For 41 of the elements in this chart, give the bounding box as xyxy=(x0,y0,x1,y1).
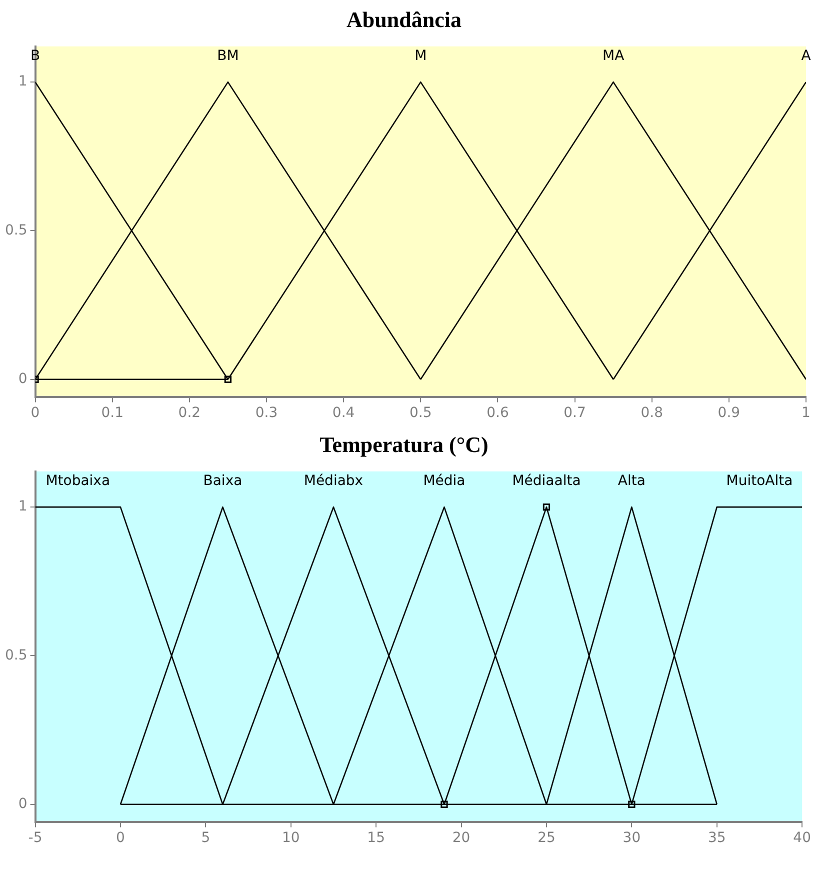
y-tick-label: 0.5 xyxy=(5,647,28,664)
x-tick-label: -5 xyxy=(28,830,42,846)
chart-title: Temperatura (°C) xyxy=(320,432,488,457)
x-tick-label: 0 xyxy=(116,830,125,846)
x-tick-label: 40 xyxy=(793,830,812,846)
y-tick-label: 0 xyxy=(18,371,28,388)
x-tick-label: 0.7 xyxy=(564,405,586,422)
x-tick-label: 0.2 xyxy=(178,405,201,422)
x-tick-label: 0.4 xyxy=(332,405,355,422)
x-tick-label: 0.9 xyxy=(718,405,740,422)
series-label: Baixa xyxy=(203,473,242,490)
series-label: MA xyxy=(602,48,625,64)
x-tick-label: 0.8 xyxy=(640,405,663,422)
series-label: Média xyxy=(423,473,466,490)
series-label: Alta xyxy=(618,473,646,490)
series-label: M xyxy=(414,48,427,64)
x-tick-label: 10 xyxy=(282,830,300,846)
x-tick-label: 15 xyxy=(367,830,385,846)
series-label: Médiabx xyxy=(304,473,364,490)
x-tick-label: 30 xyxy=(622,830,641,846)
x-tick-label: 0.5 xyxy=(410,405,432,422)
series-label: BM xyxy=(217,48,239,64)
y-tick-label: 1 xyxy=(18,74,28,90)
x-tick-label: 0.6 xyxy=(486,405,509,422)
y-tick-label: 0 xyxy=(18,796,28,812)
y-tick-label: 1 xyxy=(18,498,28,515)
x-tick-label: 0.1 xyxy=(101,405,124,422)
x-tick-label: 25 xyxy=(538,830,556,846)
series-label: MuitoAlta xyxy=(726,473,793,490)
y-tick-label: 0.5 xyxy=(5,222,28,238)
x-tick-label: 0 xyxy=(30,405,40,422)
x-tick-label: 0.3 xyxy=(255,405,278,422)
series-label: A xyxy=(801,48,812,64)
series-label: B xyxy=(30,48,40,64)
x-tick-label: 1 xyxy=(802,405,810,422)
x-tick-label: 5 xyxy=(201,830,210,846)
x-tick-label: 20 xyxy=(452,830,470,846)
series-label: Mtobaixa xyxy=(46,473,110,490)
series-label: Médiaalta xyxy=(512,473,581,490)
x-tick-label: 35 xyxy=(708,830,726,846)
chart-title: Abundância xyxy=(346,6,462,32)
